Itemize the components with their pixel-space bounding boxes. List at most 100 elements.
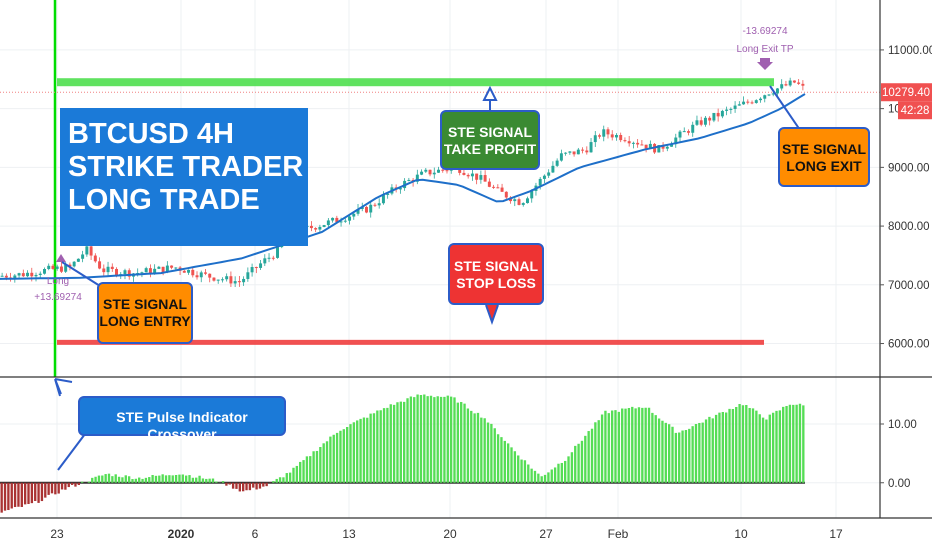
candle-body [415,174,419,182]
candle-body [708,117,712,121]
candle-body [322,225,326,227]
current-price-tag [881,83,932,102]
oscillator-series [0,394,805,513]
candle-body [420,171,424,175]
candle-body [483,175,487,182]
candle-body [674,137,678,145]
candle-body [161,266,165,273]
candle-body [267,257,271,259]
candle-body [59,266,63,272]
long-entry-marker-icon [56,254,66,262]
candle-body [784,84,788,86]
long-entry-callout: STE SIGNAL LONG ENTRY [97,282,193,344]
candle-body [657,145,661,153]
time-tick-label: 6 [252,527,259,541]
candle-body [229,276,233,284]
candle-body [775,88,779,94]
candle-body [398,188,402,190]
long-entry-marker-label: Long [47,276,69,287]
candle-body [123,270,127,275]
candle-body [797,82,801,84]
candle-body [581,149,585,151]
long-entry-pointer [61,261,101,287]
candle-body [542,175,546,179]
candle-body [759,98,762,101]
candle-body [445,170,449,172]
candle-body [377,203,381,206]
candle-body [568,151,572,153]
price-tick-label: 11000.00 [888,45,932,57]
candle-body [233,281,237,284]
candle-body [204,272,207,274]
candle-body [17,273,21,276]
candle-body [699,120,703,125]
candle-body [115,268,118,276]
signal-levels [0,0,880,377]
candle-body [606,129,610,135]
candle-body [767,94,771,96]
candle-body [309,225,313,229]
candle-body [93,255,97,262]
long-exit-pointer [769,85,801,131]
stop-loss-callout: STE SIGNAL STOP LOSS [448,243,544,305]
price-tick-label: 9000.00 [888,162,930,174]
candle-body [352,213,356,217]
candle-body [555,160,559,166]
pulse-crossover-callout: STE Pulse Indicator Crossover [78,396,286,442]
candle-body [441,169,445,171]
candle-body [428,169,432,175]
candle-body [538,178,542,186]
long-exit-callout: STE SIGNAL LONG EXIT [778,127,870,187]
candle-body [365,206,368,213]
candle-body [318,226,322,230]
long-entry-marker-value: +13.69274 [34,292,82,303]
candle-body [479,175,483,180]
candle-body [102,268,106,273]
candle-body [792,80,796,83]
candle-body [720,110,724,117]
candle-body [437,169,440,173]
candle-body [678,131,682,138]
candle-body [682,131,686,133]
chart-title-box: BTCUSD 4H STRIKE TRADER LONG TRADE [60,108,308,246]
candle-body [564,152,568,154]
candle-body [691,124,695,133]
candle-body [572,151,576,155]
candle-body [276,247,279,258]
price-tick-label: 6000.00 [888,339,930,351]
candle-body [72,261,76,267]
candle-body [0,275,4,277]
candle-body [492,186,496,188]
candle-body [148,268,152,274]
candle-body [170,265,174,268]
candle-body [212,277,216,281]
candle-body [729,108,733,110]
candle-body [585,150,589,153]
candle-body [30,272,34,277]
candle-body [665,146,669,149]
long-exit-marker-value: -13.69274 [742,26,787,37]
osc-tick-label: 10.00 [888,419,917,431]
candle-body [670,144,674,147]
time-tick-label: 27 [539,527,553,541]
stop-loss-arrowhead [485,304,499,326]
candle-body [619,134,623,141]
candle-body [500,187,504,192]
time-tick-label: 2020 [168,527,195,541]
candle-body [610,134,614,138]
candle-body [526,198,529,204]
candle-body [191,269,195,276]
candle-body [381,194,385,204]
candle-body [547,172,551,176]
price-series: Long +13.69274 -13.69274 Long Exit TP [0,26,806,303]
pulse-upper-arrow [54,378,73,397]
candle-body [703,117,707,125]
countdown-label: 42:28 [901,105,930,117]
time-tick-label: 13 [342,527,356,541]
candle-body [788,80,792,86]
candle-body [246,272,250,279]
candle-body [34,274,38,277]
candle-body [407,179,411,181]
candle-body [195,275,199,278]
candle-body [356,208,360,214]
